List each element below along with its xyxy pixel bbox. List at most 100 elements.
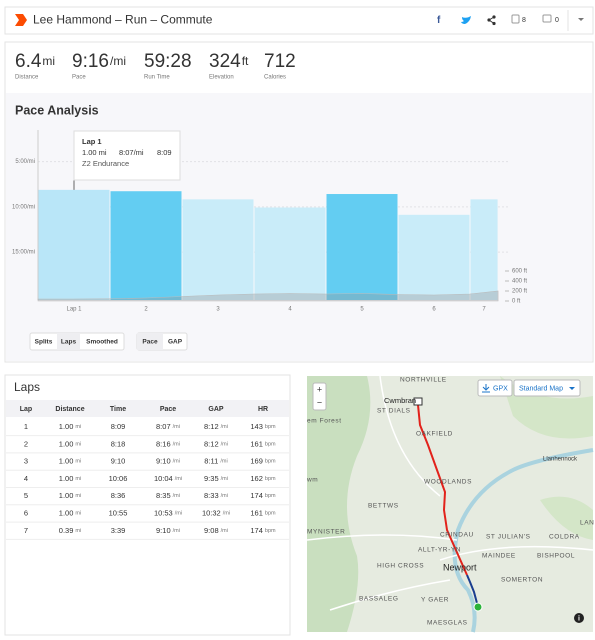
map[interactable]: NORTHVILLE Cwmbran ST DIALS OAKFIELD Lla… xyxy=(306,375,594,633)
tooltip xyxy=(73,130,181,181)
cell-value: 174 xyxy=(250,526,263,535)
map-label: wm xyxy=(306,477,318,484)
stat-number: 6.4 xyxy=(15,51,42,72)
column-header: Pace xyxy=(160,406,176,413)
pace-bar[interactable] xyxy=(38,189,110,300)
cell-value: 8:12 xyxy=(204,422,219,431)
x-tick-label: 7 xyxy=(482,307,486,313)
column-header: HR xyxy=(258,406,268,413)
cell: 5 xyxy=(24,491,28,500)
cell: 2 xyxy=(24,439,28,448)
stat-unit: /mi xyxy=(110,54,126,68)
pace-bar[interactable] xyxy=(182,199,254,300)
cell: 9:10/mi xyxy=(156,526,180,535)
map-label: OAKFIELD xyxy=(416,431,453,438)
map-label: CRINDAU xyxy=(440,532,474,539)
cell: 7 xyxy=(24,526,28,535)
map-style-button[interactable] xyxy=(513,379,581,397)
x-tick-label: 6 xyxy=(432,307,436,313)
y-tick-label: 5:00/mi xyxy=(15,159,35,165)
more-menu[interactable] xyxy=(578,18,584,21)
cell-value: 174 xyxy=(250,491,263,500)
cell-value: 1.00 xyxy=(59,474,74,483)
cell-unit: /mi xyxy=(220,459,227,465)
cell-value: 8:07 xyxy=(156,422,171,431)
laps-table: Lap Distance Time Pace GAP HR1 1.00 mi 8:09 8:07/… xyxy=(6,406,289,540)
tooltip-title: Lap 1 xyxy=(82,137,102,146)
cell-unit: bpm xyxy=(265,424,276,430)
tooltip-pace: 8:07/mi xyxy=(119,148,144,157)
cell: 9:08/mi xyxy=(204,526,228,535)
map-label: Llanhennock xyxy=(543,457,578,463)
pace-bar[interactable] xyxy=(398,214,470,300)
cell-value: 0.39 xyxy=(59,526,74,535)
cell: 8:33/mi xyxy=(204,491,228,500)
cell-value: 9:10 xyxy=(111,457,126,466)
cell-unit: mi xyxy=(75,459,81,465)
cell: 143 bpm xyxy=(250,422,276,431)
button-active xyxy=(137,333,163,350)
comment-icon[interactable] xyxy=(542,14,552,23)
map-style-label: Standard Map xyxy=(519,385,563,392)
cell: 1.00 mi xyxy=(59,422,81,431)
chart-button[interactable]: Pace xyxy=(142,339,158,346)
cell: 10:06 xyxy=(109,474,128,483)
chart-button[interactable]: Laps xyxy=(61,339,77,346)
cell-value: 7 xyxy=(24,526,28,535)
pace-bar[interactable] xyxy=(254,207,326,300)
cell-value: 162 xyxy=(250,474,263,483)
map-label: WOODLANDS xyxy=(424,479,472,486)
chart-button[interactable]: Splits xyxy=(35,339,53,346)
column-header: Lap xyxy=(20,406,32,413)
zoom-in[interactable]: + xyxy=(317,384,322,394)
map-label: ST JULIAN'S xyxy=(486,534,531,541)
share-button[interactable] xyxy=(487,15,496,26)
map-label: LAN xyxy=(580,520,594,527)
pace-bar[interactable] xyxy=(110,191,182,300)
tooltip-time: 8:09 xyxy=(157,148,172,157)
chart-button[interactable]: Smoothed xyxy=(86,339,118,346)
cell-value: 8:11 xyxy=(204,457,218,466)
stat-number: 712 xyxy=(264,51,296,72)
zoom-controls xyxy=(312,382,327,411)
pace-bar[interactable] xyxy=(326,194,398,300)
stat-value: 59:28 xyxy=(144,51,192,72)
cell: 169 bpm xyxy=(250,457,276,466)
cell: 10:53/mi xyxy=(154,508,182,517)
x-tick-label: 5 xyxy=(360,307,364,313)
cell-value: 1.00 xyxy=(59,491,74,500)
cell: 1.00 mi xyxy=(59,474,81,483)
x-tick-label: Lap 1 xyxy=(66,307,82,313)
cell: 8:11/mi xyxy=(204,457,227,466)
facebook-button[interactable]: f xyxy=(437,15,441,26)
map-label: ALLT-YR-YN xyxy=(418,547,461,554)
cell: 8:12/mi xyxy=(204,439,228,448)
cell-value: 9:35 xyxy=(204,474,219,483)
pace-bar[interactable] xyxy=(470,199,498,300)
map-label: MYNISTER xyxy=(307,529,345,536)
cell: 6 xyxy=(24,508,28,517)
cell-value: 9:10 xyxy=(156,457,171,466)
cell-unit: /mi xyxy=(175,511,182,517)
info-icon: i xyxy=(578,615,580,622)
stat-value: 9:16/mi xyxy=(72,51,126,72)
cell: 1.00 mi xyxy=(59,439,81,448)
info-button[interactable] xyxy=(574,613,584,623)
cell-value: 2 xyxy=(24,439,28,448)
cell-unit: /mi xyxy=(221,424,228,430)
cell-unit: /mi xyxy=(175,476,182,482)
cell: 161 bpm xyxy=(250,508,276,517)
chart-buttons: Splits Laps Smoothed Pace GAP xyxy=(29,332,188,351)
kudos-icon[interactable] xyxy=(511,14,520,24)
cell-unit: mi xyxy=(75,511,81,517)
map-label: COLDRA xyxy=(549,534,580,541)
cell-value: 6 xyxy=(24,508,28,517)
twitter-button[interactable] xyxy=(461,16,471,24)
map-label: BETTWS xyxy=(368,503,399,510)
zoom-out[interactable]: − xyxy=(317,397,322,407)
cell-value: 1.00 xyxy=(59,508,74,517)
chart-button[interactable]: GAP xyxy=(168,339,183,346)
header-bar xyxy=(4,6,594,35)
x-tick-label: 3 xyxy=(216,307,220,313)
kudos-count: 8 xyxy=(522,17,526,24)
